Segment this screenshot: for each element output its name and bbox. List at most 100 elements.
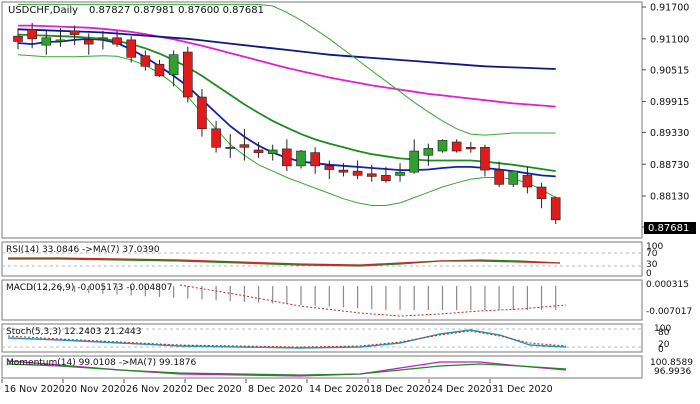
candle-body-bullish: [98, 37, 108, 40]
candle-body-bullish: [225, 147, 236, 149]
candle-body-bearish: [465, 147, 476, 150]
macd-panel-frame: [1, 279, 643, 321]
rsi-label: RSI(14) 33.0846 ->MA(7) 37.0390: [6, 245, 160, 255]
candle: [310, 147, 320, 174]
candle: [465, 142, 476, 153]
date-tick-label: 2 Dec 2020: [187, 384, 242, 395]
candle-body-bearish: [239, 144, 250, 148]
date-tick-label: 18 Dec 2020: [370, 384, 431, 395]
stoch-axis-100: 100: [654, 324, 671, 334]
candle: [352, 160, 363, 180]
candle-body-bearish: [211, 128, 221, 148]
ohlc-header-values: 0.87827 0.87981 0.87600 0.87681: [89, 5, 264, 16]
candle-body-bullish: [41, 37, 52, 46]
date-axis: 16 Nov 2020 20 Nov 2020 26 Nov 2020 2 Dec 2…: [1, 379, 553, 395]
rsi-ma-line: [8, 257, 561, 266]
candle-body-bearish: [112, 37, 122, 45]
price-tick-label: 0.88130: [650, 192, 689, 203]
candle-body-bearish: [197, 96, 207, 130]
candle-body-bearish: [69, 30, 80, 35]
candle-body-bearish: [154, 63, 165, 77]
rsi-axis-0: 0: [646, 269, 652, 279]
candle: [395, 163, 405, 182]
candle-body-bearish: [522, 175, 533, 188]
date-tick-label: 14 Dec 2020: [309, 384, 370, 395]
candle-body-bearish: [253, 149, 264, 153]
candle-body-bearish: [13, 35, 23, 42]
candle: [324, 160, 335, 180]
candle-body-bearish: [324, 165, 335, 170]
rsi-axis-30: 30: [646, 260, 658, 270]
price-tick-label: 0.88730: [650, 160, 689, 171]
candle: [522, 166, 533, 194]
candle: [197, 89, 207, 137]
candle: [451, 139, 462, 153]
candle: [423, 143, 434, 166]
candle: [480, 144, 490, 177]
candle-body-bullish: [55, 39, 66, 42]
bollinger-upper-line: [18, 3, 556, 136]
bollinger-lower-line: [17, 54, 556, 206]
macd-axis-bottom: -0.007017: [646, 307, 692, 317]
date-tick-label: 16 Nov 2020: [4, 384, 65, 395]
macd-axis-top: 0.000315: [646, 280, 689, 290]
macd-signal-line: [179, 284, 567, 317]
candle-body-bearish: [183, 51, 193, 98]
candle-body-bearish: [480, 147, 490, 171]
momentum-axis-bottom: 96.9936: [654, 367, 691, 377]
candle: [366, 164, 377, 182]
momentum-label: Momentum(14) 99.0108 ->MA(7) 99.1876: [6, 358, 197, 368]
last-price-label: 0.87681: [648, 223, 689, 234]
momentum-ma-line: [7, 363, 567, 376]
price-tick-label: 0.91100: [650, 34, 689, 45]
macd-label: MACD(12,26,9) -0.005173 -0.004807: [6, 283, 172, 293]
stoch-k-line: [7, 329, 567, 349]
candle: [494, 161, 504, 188]
candle-body-bullish: [508, 170, 519, 185]
candle-body-bearish: [126, 39, 136, 58]
price-tick-label: 0.89330: [650, 128, 689, 139]
chart-symbol-label: USDCHF,Daily: [8, 5, 78, 16]
candle: [267, 144, 278, 161]
candle-body-bearish: [338, 169, 349, 173]
macd-histogram: [17, 286, 557, 310]
candle: [253, 142, 264, 158]
candle: [536, 182, 547, 209]
candle: [83, 33, 94, 55]
date-tick-label: 24 Dec 2020: [431, 384, 492, 395]
last-price-box: [644, 222, 696, 234]
candle-body-bearish: [451, 141, 462, 152]
rsi-line: [8, 258, 561, 267]
ma-magenta-line: [18, 24, 556, 108]
rsi-axis-100: 100: [646, 242, 663, 252]
candle: [338, 163, 349, 177]
candle-layer: [13, 22, 561, 225]
candle: [41, 30, 52, 55]
candle-body-bullish: [423, 148, 434, 156]
candle: [98, 30, 108, 50]
date-tick-label: 26 Nov 2020: [126, 384, 187, 395]
candle: [55, 28, 66, 47]
candle: [112, 30, 122, 47]
candle: [211, 120, 221, 153]
price-tick-label: 0.91700: [650, 3, 689, 14]
ma-navy-line: [17, 28, 556, 70]
candle-body-bearish: [550, 197, 561, 221]
candle-body-bullish: [168, 54, 179, 76]
stoch-axis-80: 80: [658, 328, 670, 338]
candle-body-bearish: [83, 39, 94, 45]
stoch-d-line: [7, 330, 567, 348]
stoch-axis-0: 0: [658, 345, 664, 355]
candle-body-bullish: [409, 150, 420, 173]
main-panel-frame: [1, 1, 643, 239]
candle: [27, 22, 37, 49]
candle: [225, 134, 236, 158]
momentum-axis-top: 100.8589: [650, 358, 693, 368]
candle-body-bearish: [27, 28, 37, 40]
candle-body-bearish: [381, 175, 391, 181]
candle: [168, 50, 179, 87]
price-tick-label: 0.90515: [650, 65, 689, 76]
candle: [140, 50, 151, 71]
candle: [550, 196, 561, 225]
candle: [239, 128, 250, 161]
